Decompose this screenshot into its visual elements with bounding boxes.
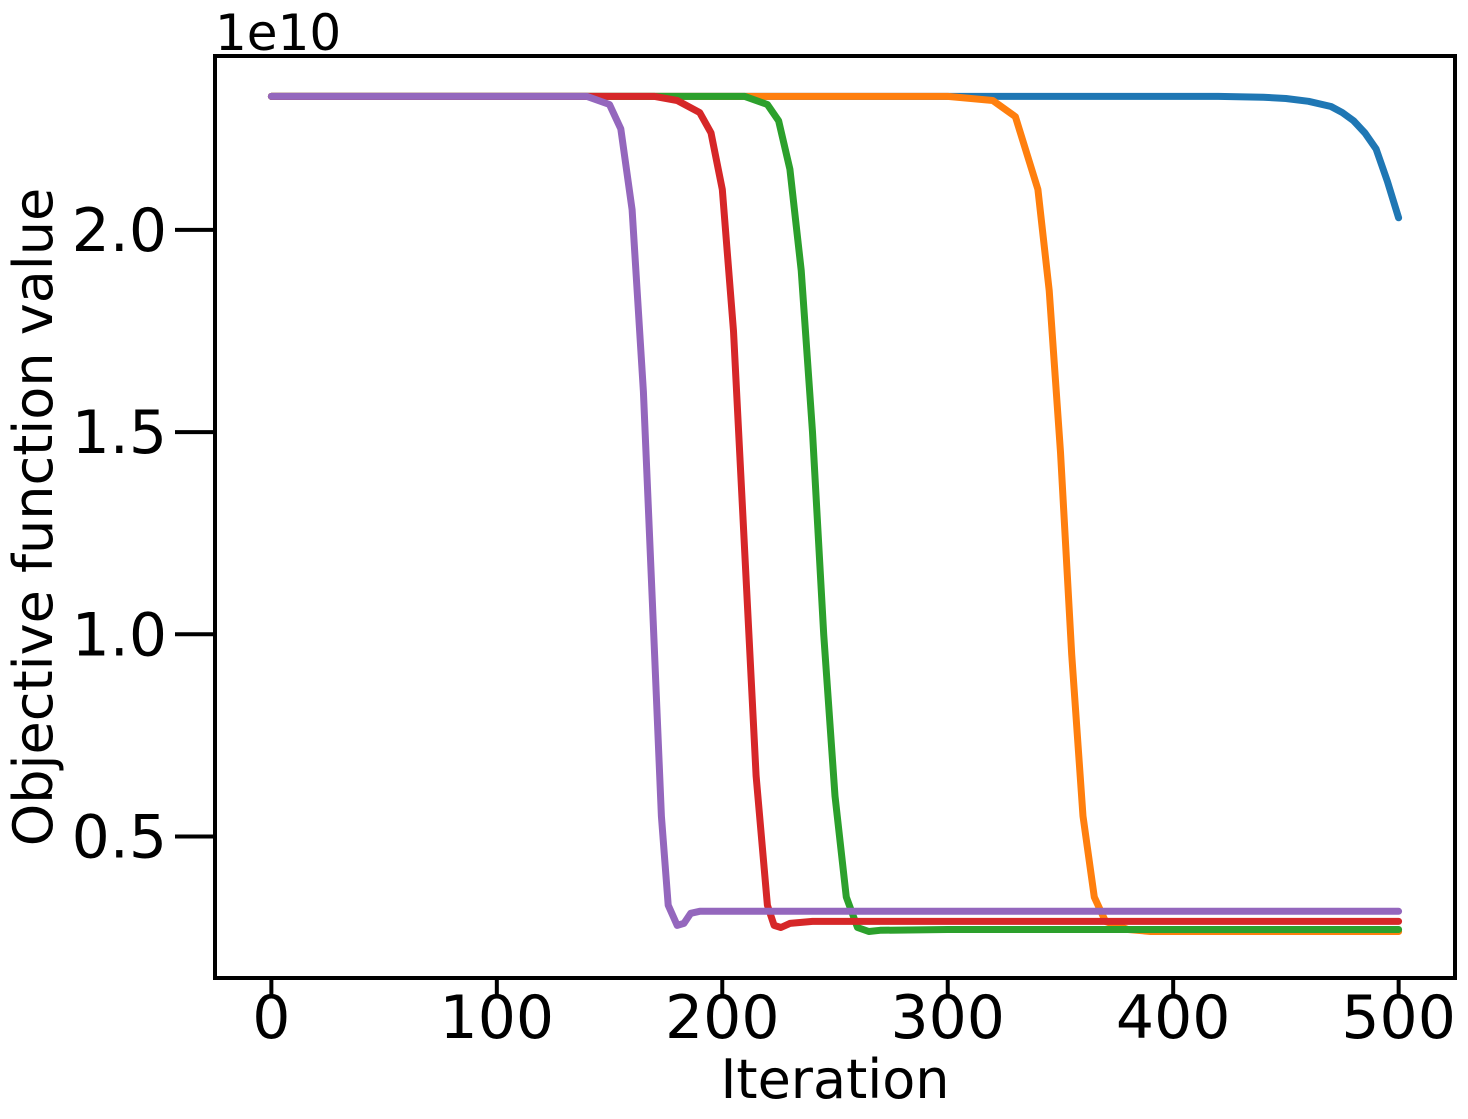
series-line-3 bbox=[267, 92, 1403, 935]
x-axis-ticks: 0 100 200 300 400 500 bbox=[252, 978, 1456, 1053]
y-tick-label: 1.0 bbox=[72, 600, 167, 670]
series-line-4 bbox=[267, 92, 1403, 931]
y-axis-ticks: 0.5 1.0 1.5 2.0 bbox=[72, 196, 215, 872]
series-lines bbox=[267, 92, 1403, 935]
x-tick-label: 400 bbox=[1116, 983, 1231, 1053]
y-tick-label: 0.5 bbox=[72, 802, 167, 872]
series-line-5 bbox=[267, 92, 1403, 929]
x-tick-label: 100 bbox=[440, 983, 555, 1053]
y-axis-label: Objective function value bbox=[2, 188, 65, 846]
x-tick-label: 500 bbox=[1341, 983, 1456, 1053]
series-line-1 bbox=[267, 92, 1403, 222]
x-axis-label: Iteration bbox=[720, 1048, 949, 1111]
x-tick-label: 0 bbox=[252, 983, 290, 1053]
plot-frame bbox=[213, 54, 1457, 980]
x-tick-label: 200 bbox=[665, 983, 780, 1053]
x-tick-label: 300 bbox=[890, 983, 1005, 1053]
y-tick-label: 2.0 bbox=[72, 196, 167, 266]
y-axis-offset-label: 1e10 bbox=[215, 4, 341, 62]
y-tick-label: 1.5 bbox=[72, 398, 167, 468]
